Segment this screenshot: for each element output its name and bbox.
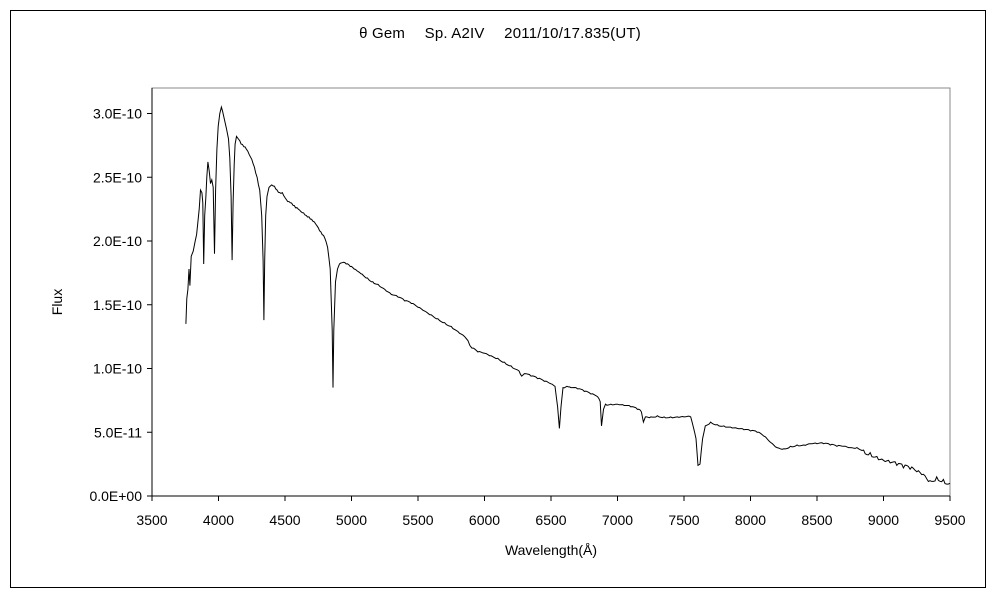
x-tick-label: 8000 xyxy=(735,512,766,528)
x-tick-label: 5500 xyxy=(402,512,433,528)
x-tick-label: 6000 xyxy=(469,512,500,528)
y-tick-label: 2.5E-10 xyxy=(93,169,142,185)
x-axis-label: Wavelength(Å) xyxy=(505,542,597,558)
y-tick-label: 1.5E-10 xyxy=(93,297,142,313)
plot-area xyxy=(151,87,951,497)
x-tick-label: 9000 xyxy=(868,512,899,528)
x-tick-label: 5000 xyxy=(336,512,367,528)
series-layer xyxy=(185,105,951,485)
x-tick-label: 8500 xyxy=(801,512,832,528)
x-tick-label: 7000 xyxy=(602,512,633,528)
spectrum-line xyxy=(185,105,951,485)
x-tick-label: 6500 xyxy=(535,512,566,528)
x-tick-label: 9500 xyxy=(934,512,965,528)
x-tick-label: 4000 xyxy=(203,512,234,528)
axes: 3500 4000 4500 5000 5500 6000 6500 7000 7500 8000… xyxy=(89,88,966,528)
y-axis-label: Flux xyxy=(49,289,65,315)
x-tick-label: 4500 xyxy=(269,512,300,528)
x-tick-label: 7500 xyxy=(668,512,699,528)
y-tick-label: 3.0E-10 xyxy=(93,106,142,122)
chart-title: θ Gem Sp. A2IV 2011/10/17.835(UT) xyxy=(359,25,641,42)
y-tick-label: 2.0E-10 xyxy=(93,233,142,249)
y-tick-label: 0.0E+00 xyxy=(89,488,142,504)
y-tick-label: 5.0E-11 xyxy=(94,424,142,440)
x-tick-label: 3500 xyxy=(136,512,167,528)
y-tick-label: 1.0E-10 xyxy=(93,361,142,377)
